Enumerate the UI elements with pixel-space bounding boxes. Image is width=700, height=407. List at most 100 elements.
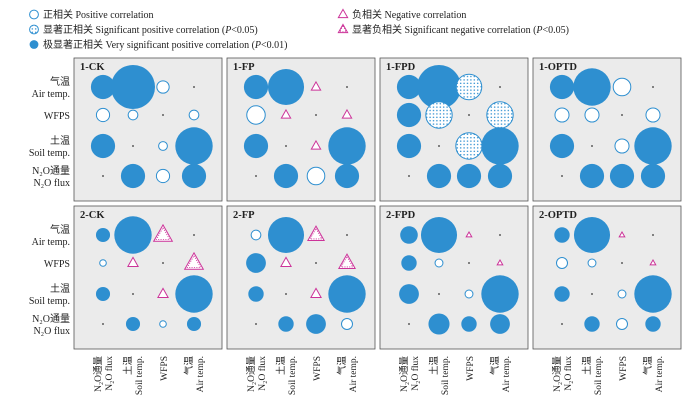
cell-2-OPTD-r2c2 bbox=[617, 289, 627, 299]
cell-1-CK-r0c3 bbox=[193, 86, 195, 88]
panel-title: 1-FP bbox=[233, 62, 255, 73]
col-label-en: WFPS bbox=[619, 356, 629, 381]
cell-1-FPD-r0c1 bbox=[417, 65, 461, 109]
cell-2-FPD-r1c2 bbox=[468, 262, 470, 264]
col-label-1-2: WFPS bbox=[313, 356, 323, 381]
cell-2-FPD-r0c3 bbox=[499, 234, 501, 236]
cell-1-CK-r1c2 bbox=[162, 114, 164, 116]
cell-2-CK-r0c1 bbox=[114, 216, 152, 254]
cell-1-OPTD-r2c0 bbox=[549, 133, 575, 159]
legend-item-vsigpos: 极显著正相关 Very significant positive correla… bbox=[29, 38, 288, 51]
cell-2-OPTD-r1c0 bbox=[556, 257, 568, 269]
col-label-en: Soil temp. bbox=[441, 356, 451, 395]
panel-title: 2-OPTD bbox=[539, 210, 577, 221]
col-label-2-1: 土温 Soil temp. bbox=[428, 356, 451, 396]
cell-2-OPTD-r1c1 bbox=[587, 258, 597, 268]
cell-2-FP-r0c2-inner bbox=[309, 227, 323, 240]
legend-text-pos: 正相关 Positive correlation bbox=[43, 8, 154, 21]
panel-title: 2-CK bbox=[80, 210, 105, 221]
row-label-en: N₂O flux bbox=[33, 178, 70, 189]
legend-text-signeg: 显著负相关 Significant negative correlation (… bbox=[352, 23, 569, 36]
panel-2-FP: 2-FP bbox=[226, 205, 376, 350]
cell-1-CK-r1c1 bbox=[127, 109, 139, 121]
legend-text-neg: 负相关 Negative correlation bbox=[352, 8, 466, 21]
panel-2-OPTD: 2-OPTD bbox=[532, 205, 682, 350]
cell-1-FPD-r0c3 bbox=[499, 86, 501, 88]
legend-marker-pos bbox=[29, 9, 39, 20]
col-label-en: Air temp. bbox=[502, 356, 512, 392]
cell-1-FPD-r3c1 bbox=[426, 163, 452, 189]
cell-1-FP-r1c0 bbox=[246, 105, 266, 125]
cell-2-FPD-r2c0 bbox=[399, 284, 419, 304]
cell-1-CK-r0c2 bbox=[156, 80, 170, 94]
cell-1-OPTD-r3c1 bbox=[579, 163, 605, 189]
col-label-en: WFPS bbox=[160, 356, 170, 381]
cell-2-OPTD-r0c3 bbox=[652, 234, 654, 236]
cell-1-CK-r2c1 bbox=[132, 145, 134, 147]
col-label-3-3: 气温 Air temp. bbox=[642, 356, 665, 393]
panel-title: 1-CK bbox=[80, 62, 105, 73]
row-label-en: WFPS bbox=[44, 259, 70, 270]
cell-2-FPD-r1c3 bbox=[496, 258, 504, 266]
cell-2-FPD-r3c3 bbox=[490, 314, 510, 334]
col-label-en: Air temp. bbox=[349, 356, 359, 392]
cell-1-FPD-r0c2 bbox=[455, 73, 483, 101]
cell-1-CK-r2c0 bbox=[90, 133, 116, 159]
cell-2-CK-r3c3 bbox=[186, 316, 202, 332]
cell-1-FPD-r3c2 bbox=[456, 163, 482, 189]
legend-marker-vsigpos bbox=[29, 40, 39, 49]
cell-1-OPTD-r0c0 bbox=[549, 74, 575, 100]
col-label-cn: N₂O通量 bbox=[552, 356, 563, 393]
cell-1-OPTD-r0c3 bbox=[652, 86, 654, 88]
cell-1-CK-r3c3 bbox=[181, 163, 207, 189]
col-label-en: N₂O flux bbox=[563, 356, 574, 391]
panel-1-CK: 1-CK bbox=[73, 57, 223, 202]
col-label-3-1: 土温 Soil temp. bbox=[581, 356, 604, 396]
row-label-en: Air temp. bbox=[32, 237, 70, 248]
col-label-cn: 气温 bbox=[642, 356, 654, 376]
cell-1-FP-r1c2 bbox=[315, 114, 317, 116]
col-label-3-0: N₂O通量 N₂O flux bbox=[552, 356, 574, 393]
panel-2-FPD: 2-FPD bbox=[379, 205, 529, 350]
cell-2-FPD-r3c0 bbox=[408, 323, 410, 325]
cell-1-FP-r1c3 bbox=[341, 108, 353, 119]
col-label-0-0: N₂O通量 N₂O flux bbox=[93, 356, 115, 393]
panel-title: 1-FPD bbox=[386, 62, 416, 73]
legend-item-pos: 正相关 Positive correlation bbox=[29, 8, 154, 21]
cell-2-OPTD-r2c3 bbox=[634, 275, 672, 313]
cell-1-FPD-r2c0 bbox=[396, 133, 422, 159]
legend-marker-signeg-inner bbox=[338, 25, 348, 33]
legend: 正相关 Positive correlation 负相关 Negative cor… bbox=[29, 8, 569, 51]
panel-title: 1-OPTD bbox=[539, 62, 577, 73]
cell-1-OPTD-r1c0 bbox=[554, 107, 570, 123]
cell-2-FP-r1c0 bbox=[246, 253, 266, 273]
col-label-1-1: 土温 Soil temp. bbox=[275, 356, 298, 396]
cell-1-FPD-r3c3 bbox=[487, 163, 513, 189]
cell-1-OPTD-r0c1 bbox=[573, 68, 611, 106]
cell-2-CK-r1c0 bbox=[99, 259, 107, 267]
cell-2-FP-r2c2 bbox=[310, 287, 322, 298]
cell-1-OPTD-r2c1 bbox=[591, 145, 593, 147]
col-label-en: Air temp. bbox=[655, 356, 665, 392]
cell-2-CK-r2c2 bbox=[157, 287, 169, 298]
cell-1-CK-r2c2 bbox=[158, 141, 168, 151]
legend-text-vsigpos: 极显著正相关 Very significant positive correla… bbox=[43, 38, 288, 51]
cell-2-FPD-r2c3 bbox=[481, 275, 519, 313]
cell-2-FP-r1c2 bbox=[315, 262, 317, 264]
row-label-cn: N₂O通量 bbox=[32, 165, 70, 177]
col-label-en: N₂O flux bbox=[104, 356, 115, 391]
col-label-en: WFPS bbox=[313, 356, 323, 381]
row-label-cn: 气温 bbox=[50, 223, 70, 236]
cell-1-FPD-r1c1 bbox=[425, 101, 453, 129]
cell-1-CK-r3c2 bbox=[155, 168, 171, 184]
cell-2-FPD-r3c2 bbox=[461, 316, 477, 332]
panel-title: 2-FP bbox=[233, 210, 255, 221]
col-label-cn: 土温 bbox=[122, 356, 134, 376]
panel-1-OPTD: 1-OPTD bbox=[532, 57, 682, 202]
legend-marker-neg bbox=[337, 8, 349, 19]
row-label-en: Soil temp. bbox=[29, 148, 70, 159]
cell-1-FP-r0c3 bbox=[346, 86, 348, 88]
